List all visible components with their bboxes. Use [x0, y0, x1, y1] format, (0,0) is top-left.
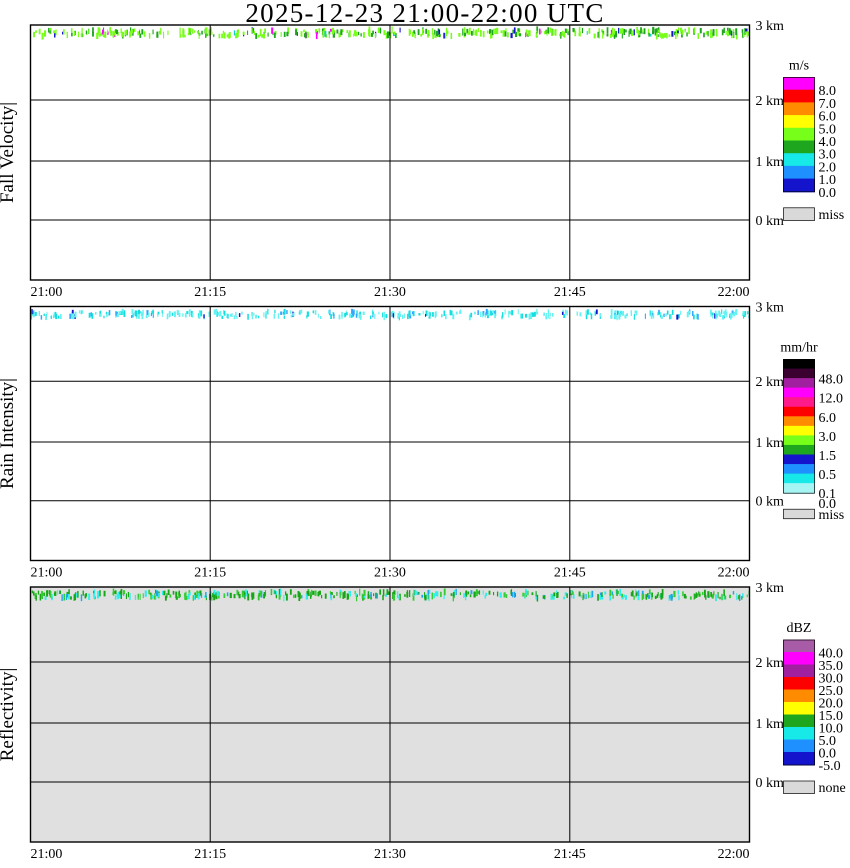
svg-text:2 km: 2 km — [756, 94, 785, 109]
svg-text:m/s: m/s — [789, 59, 809, 74]
svg-text:miss: miss — [819, 208, 845, 223]
svg-text:2 km: 2 km — [756, 656, 785, 671]
svg-text:1 km: 1 km — [756, 717, 785, 732]
svg-text:0 km: 0 km — [756, 495, 785, 510]
svg-text:21:45: 21:45 — [554, 566, 586, 581]
svg-text:none: none — [819, 781, 846, 796]
svg-text:21:15: 21:15 — [194, 285, 226, 300]
svg-text:1 km: 1 km — [756, 436, 785, 451]
svg-text:Fall Velocity|: Fall Velocity| — [0, 102, 18, 203]
svg-text:21:15: 21:15 — [194, 847, 226, 862]
svg-text:22:00: 22:00 — [718, 566, 750, 581]
svg-text:dBZ: dBZ — [787, 621, 812, 636]
svg-text:0.5: 0.5 — [819, 468, 837, 483]
svg-text:3 km: 3 km — [756, 581, 785, 596]
svg-text:48.0: 48.0 — [819, 373, 844, 388]
svg-text:1.5: 1.5 — [819, 449, 837, 464]
svg-text:3 km: 3 km — [756, 19, 785, 34]
svg-text:21:30: 21:30 — [374, 847, 406, 862]
svg-text:0 km: 0 km — [756, 214, 785, 229]
svg-text:21:30: 21:30 — [374, 285, 406, 300]
svg-text:Reflectivity|: Reflectivity| — [0, 668, 18, 762]
svg-text:0.0: 0.0 — [819, 186, 837, 201]
svg-text:3.0: 3.0 — [819, 430, 837, 445]
svg-text:2 km: 2 km — [756, 375, 785, 390]
svg-text:-5.0: -5.0 — [819, 759, 841, 774]
svg-text:Rain Intensity|: Rain Intensity| — [0, 378, 18, 489]
svg-text:mm/hr: mm/hr — [780, 341, 818, 356]
svg-text:2025-12-23 21:00-22:00 UTC: 2025-12-23 21:00-22:00 UTC — [245, 0, 604, 28]
svg-text:6.0: 6.0 — [819, 411, 837, 426]
svg-text:21:15: 21:15 — [194, 566, 226, 581]
svg-text:21:45: 21:45 — [554, 285, 586, 300]
svg-text:22:00: 22:00 — [718, 847, 750, 862]
svg-text:21:45: 21:45 — [554, 847, 586, 862]
svg-text:21:00: 21:00 — [31, 566, 63, 581]
svg-text:22:00: 22:00 — [718, 285, 750, 300]
svg-text:1 km: 1 km — [756, 155, 785, 170]
svg-text:0 km: 0 km — [756, 776, 785, 791]
svg-text:0.0: 0.0 — [819, 497, 837, 512]
svg-text:21:30: 21:30 — [374, 566, 406, 581]
svg-text:21:00: 21:00 — [31, 285, 63, 300]
svg-text:21:00: 21:00 — [31, 847, 63, 862]
svg-text:3 km: 3 km — [756, 301, 785, 316]
svg-text:12.0: 12.0 — [819, 392, 844, 407]
